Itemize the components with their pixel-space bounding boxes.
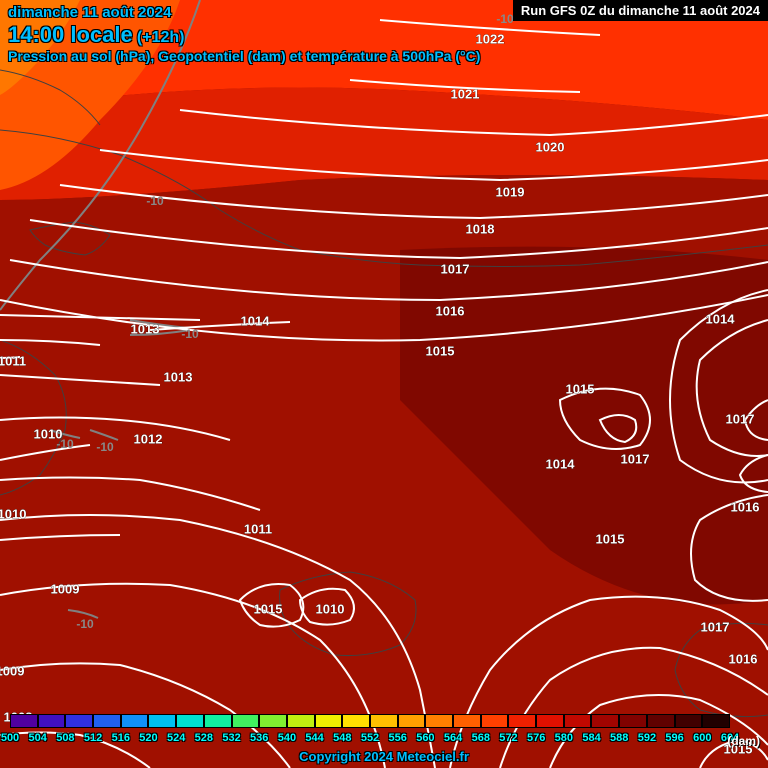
param-text: Pression au sol (hPa), Geopotentiel (dam… <box>8 48 480 65</box>
weather-map: -10-10-10-10-10-101022102110201019101810… <box>0 0 768 768</box>
header-block: dimanche 11 août 2024 14:00 locale (+12h… <box>8 4 480 65</box>
svg-text:1019: 1019 <box>496 184 525 199</box>
offset-text: (+12h) <box>137 29 185 46</box>
svg-text:1010: 1010 <box>316 601 345 616</box>
time-text: 14:00 locale <box>8 22 133 47</box>
color-scale <box>10 714 758 748</box>
svg-text:1014: 1014 <box>546 456 576 471</box>
svg-text:1015: 1015 <box>426 343 455 358</box>
svg-text:1010: 1010 <box>0 506 26 521</box>
run-label: Run GFS 0Z du dimanche 11 août 2024 <box>513 0 768 21</box>
svg-text:1014: 1014 <box>241 313 271 328</box>
svg-text:1016: 1016 <box>731 499 760 514</box>
svg-text:1015: 1015 <box>566 381 595 396</box>
svg-text:-10: -10 <box>146 194 164 208</box>
svg-text:1014: 1014 <box>706 311 736 326</box>
svg-text:-10: -10 <box>496 12 514 26</box>
svg-text:1009: 1009 <box>51 581 80 596</box>
svg-text:1009: 1009 <box>0 663 24 678</box>
svg-text:1018: 1018 <box>466 221 495 236</box>
date-line: dimanche 11 août 2024 <box>8 4 480 22</box>
map-svg: -10-10-10-10-10-101022102110201019101810… <box>0 0 768 768</box>
svg-text:1015: 1015 <box>596 531 625 546</box>
svg-text:1017: 1017 <box>726 411 755 426</box>
svg-text:1011: 1011 <box>244 521 272 536</box>
svg-text:1013: 1013 <box>164 369 193 384</box>
svg-text:1011: 1011 <box>0 353 26 368</box>
copyright-text: Copyright 2024 Meteociel.fr <box>0 749 768 764</box>
svg-text:1015: 1015 <box>254 601 283 616</box>
scale-unit: (dam) <box>727 734 760 748</box>
svg-text:-10: -10 <box>181 327 199 341</box>
svg-text:1021: 1021 <box>451 86 480 101</box>
svg-text:1017: 1017 <box>621 451 650 466</box>
svg-text:1017: 1017 <box>701 619 730 634</box>
svg-text:1020: 1020 <box>536 139 565 154</box>
svg-text:-10: -10 <box>76 617 94 631</box>
svg-text:1016: 1016 <box>729 651 758 666</box>
svg-text:1012: 1012 <box>134 431 163 446</box>
svg-text:1016: 1016 <box>436 303 465 318</box>
svg-text:1017: 1017 <box>441 261 470 276</box>
svg-text:-10: -10 <box>96 440 114 454</box>
svg-text:1013: 1013 <box>131 321 160 336</box>
svg-text:1010: 1010 <box>34 426 63 441</box>
